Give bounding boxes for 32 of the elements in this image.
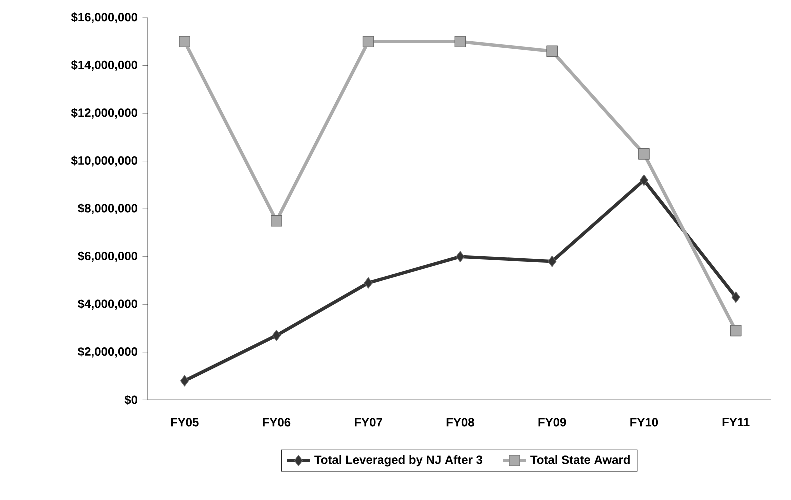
x-tick-label: FY10 <box>630 418 658 427</box>
point <box>732 292 740 304</box>
point <box>364 277 373 289</box>
legend-label: Total Leveraged by NJ After 3 <box>314 455 483 467</box>
x-tick-label: FY08 <box>446 418 474 427</box>
y-tick-label: $2,000,000 <box>78 346 138 358</box>
x-tick-label: FY06 <box>263 418 291 427</box>
point <box>638 148 650 160</box>
y-tick-label: $14,000,000 <box>71 60 138 72</box>
point <box>548 256 557 268</box>
x-tick-label: FY07 <box>355 418 382 427</box>
point <box>546 46 558 58</box>
point <box>272 330 282 342</box>
y-tick-label: $0 <box>124 395 138 405</box>
y-tick-label: $4,000,000 <box>78 299 138 310</box>
x-tick-label: FY05 <box>171 418 199 427</box>
point <box>180 375 190 387</box>
y-tick-label: $6,000,000 <box>78 251 138 262</box>
point <box>454 36 466 48</box>
y-tick-label: $8,000,000 <box>78 204 138 214</box>
y-tick-label: $10,000,000 <box>71 156 138 167</box>
point <box>456 251 465 262</box>
x-tick-label: FY09 <box>538 418 566 427</box>
y-tick-label: $12,000,000 <box>71 108 138 119</box>
point <box>179 36 190 48</box>
legend-label: Total State Award <box>530 455 630 464</box>
point <box>640 174 649 186</box>
point <box>730 325 742 336</box>
y-tick-label: $16,000,000 <box>71 12 138 24</box>
point <box>271 215 282 227</box>
x-tick-label: FY11 <box>722 418 750 426</box>
point <box>362 36 374 48</box>
